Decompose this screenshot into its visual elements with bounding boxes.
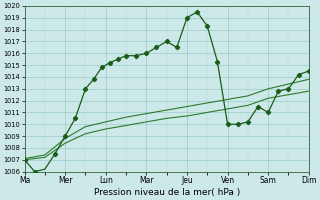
- X-axis label: Pression niveau de la mer( hPa ): Pression niveau de la mer( hPa ): [93, 188, 240, 197]
